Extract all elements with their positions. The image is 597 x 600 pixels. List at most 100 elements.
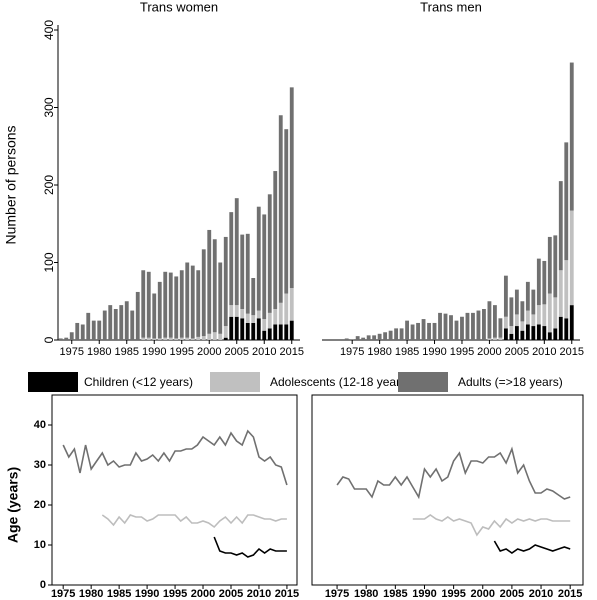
bar-segment: [399, 328, 404, 340]
bar-segment: [542, 304, 547, 327]
panel-title: Trans men: [420, 0, 482, 14]
bar-segment: [201, 249, 206, 337]
bar-segment: [141, 270, 146, 338]
bar-segment: [460, 316, 464, 340]
bar-segment: [223, 337, 228, 340]
bar-segment: [86, 312, 91, 340]
bar-segment: [146, 337, 151, 340]
bar-segment: [201, 336, 206, 340]
bar-segment: [531, 314, 536, 327]
bar-segment: [503, 328, 508, 340]
bar-segment: [240, 234, 245, 309]
bar-segment: [102, 310, 107, 340]
x-tick-label: 1985: [107, 588, 131, 600]
bar-segment: [157, 281, 162, 339]
bar-segment: [558, 181, 563, 271]
x-tick-label: 2000: [471, 588, 495, 600]
x-tick-label: 1995: [170, 346, 194, 358]
bar-segment: [525, 324, 530, 340]
bar-segment: [569, 305, 574, 340]
bar-segment: [564, 142, 569, 261]
bar-segment: [520, 321, 525, 331]
bar-segment: [536, 305, 541, 325]
bar-segment: [64, 337, 69, 340]
bar-segment: [223, 326, 228, 338]
bar-segment: [372, 335, 377, 340]
bar-segment: [207, 333, 212, 340]
y-tick-label: 0: [42, 336, 56, 343]
bar-segment: [234, 316, 239, 340]
bar-segment: [218, 333, 223, 340]
bar-segment: [108, 305, 113, 340]
bar-segment: [553, 297, 558, 329]
bar-segment: [377, 333, 382, 340]
bar-segment: [267, 328, 272, 340]
x-tick-label: 2010: [532, 346, 556, 358]
bar-segment: [388, 330, 393, 340]
x-tick-label: 1995: [450, 346, 474, 358]
bar-segment: [503, 275, 508, 317]
bar-segment: [355, 336, 360, 340]
y-tick-label: 400: [42, 20, 56, 40]
bar-segment: [482, 309, 486, 340]
bar-segment: [124, 301, 129, 340]
legend-swatch: [28, 372, 78, 392]
bar-segment: [75, 322, 80, 340]
bar-segment: [212, 239, 217, 333]
x-tick-label: 1990: [135, 588, 159, 600]
bar-segment: [185, 262, 190, 338]
x-tick-label: 2005: [505, 346, 529, 358]
bar-segment: [185, 337, 190, 340]
bar-segment: [487, 338, 492, 340]
legend-swatch: [398, 372, 448, 392]
bar-segment: [174, 276, 179, 339]
x-tick-label: 1980: [367, 346, 391, 358]
bar-segment: [207, 229, 212, 334]
age-line: [213, 536, 287, 558]
legend-swatch: [210, 372, 260, 392]
bar-segment: [240, 309, 245, 319]
x-tick-label: 2015: [560, 346, 584, 358]
bar-segment: [498, 318, 503, 338]
bar-segment: [168, 272, 173, 338]
x-tick-label: 2005: [225, 346, 249, 358]
bar-segment: [289, 320, 294, 340]
bar-segment: [278, 115, 283, 303]
bar-segment: [558, 270, 563, 317]
bar-segment: [289, 87, 294, 289]
x-tick-label: 1995: [163, 588, 187, 600]
bar-segment: [284, 324, 289, 340]
bar-segment: [262, 214, 267, 320]
bar-segment: [278, 302, 283, 325]
y-axis-label: Age (years): [5, 467, 21, 543]
age-line: [62, 429, 288, 486]
x-tick-label: 1995: [441, 588, 465, 600]
x-tick-label: 2005: [219, 588, 243, 600]
bar-segment: [284, 129, 289, 294]
bar-segment: [564, 318, 569, 340]
bar-segment: [525, 310, 530, 325]
bar-segment: [58, 338, 63, 340]
bar-segment: [278, 324, 283, 340]
y-tick-label: 200: [42, 175, 56, 195]
plot-frame: [51, 394, 298, 586]
x-tick-label: 1990: [412, 588, 436, 600]
bar-segment: [405, 320, 410, 340]
bar-segment: [256, 206, 261, 311]
bar-segment: [503, 316, 508, 329]
age-line: [101, 514, 287, 529]
bar-segment: [569, 62, 574, 211]
bar-segment: [498, 337, 503, 340]
bar-segment: [256, 318, 261, 340]
bar-segment: [514, 314, 519, 327]
y-axis-label: Number of persons: [3, 125, 19, 244]
bar-segment: [267, 194, 272, 313]
bar-segment: [152, 293, 157, 339]
x-tick-label: 2000: [197, 346, 221, 358]
bar-segment: [218, 262, 223, 334]
bar-segment: [350, 339, 355, 340]
bar-segment: [492, 305, 497, 338]
bar-segment: [196, 336, 201, 340]
bar-segment: [141, 337, 146, 340]
